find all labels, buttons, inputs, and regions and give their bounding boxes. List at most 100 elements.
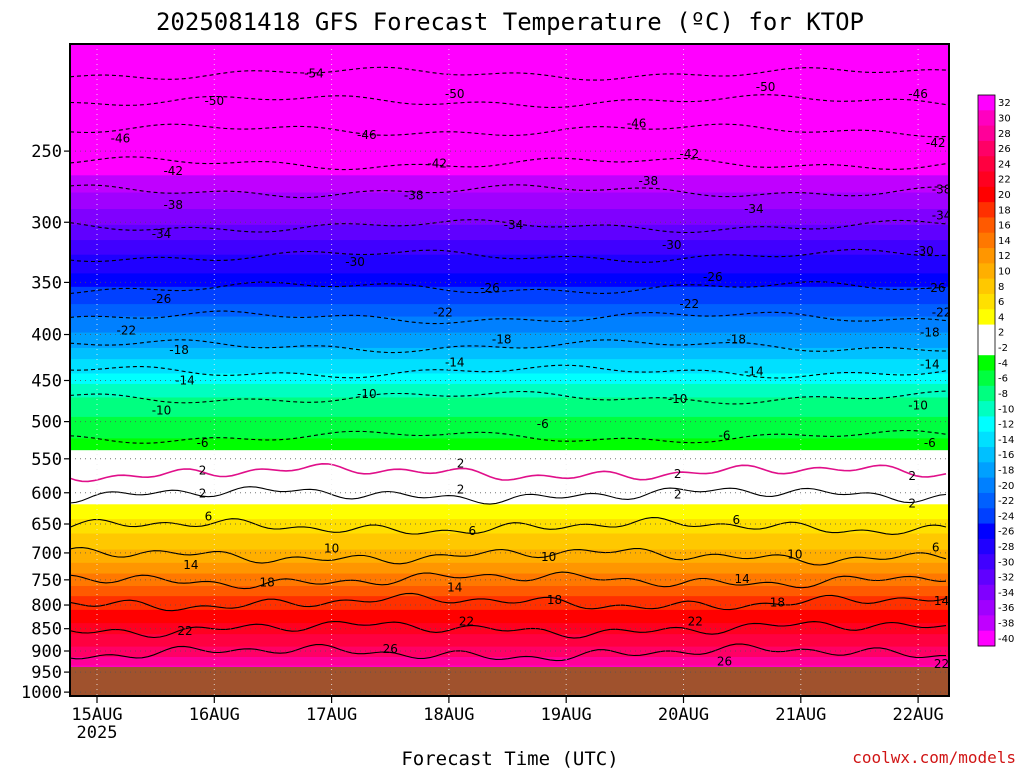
temperature-band	[70, 282, 949, 288]
temperature-band	[70, 83, 949, 92]
contour-label: -42	[680, 147, 700, 161]
temperature-band	[70, 383, 949, 388]
colorbar-tick-label: -14	[998, 435, 1014, 446]
temperature-band	[70, 407, 949, 412]
temperature-band	[70, 373, 949, 378]
contour-label: 2	[199, 486, 207, 500]
temperature-band	[70, 528, 949, 532]
temperature-band	[70, 336, 949, 341]
temperature-band	[70, 538, 949, 542]
temperature-band	[70, 355, 949, 360]
contour-label: 22	[688, 615, 703, 629]
temperature-band	[70, 506, 949, 510]
contour-label: 2	[199, 464, 207, 478]
temperature-band	[70, 157, 949, 164]
contour-label: 10	[787, 548, 802, 562]
temperature-band	[70, 268, 949, 274]
contour-label: -42	[427, 156, 447, 170]
temperature-band	[70, 380, 949, 385]
temperature-band	[70, 567, 949, 570]
temperature-band	[70, 90, 949, 99]
temperature-band	[70, 628, 949, 632]
colorbar-swatch	[978, 171, 995, 188]
contour-label: 6	[732, 513, 740, 527]
contour-label: -22	[117, 324, 137, 338]
temperature-band	[70, 304, 949, 309]
contour-label: -26	[480, 281, 500, 295]
colorbar-tick-label: -24	[998, 511, 1014, 522]
contour-label: -38	[932, 183, 952, 197]
temperature-band	[70, 464, 949, 468]
temperature-band	[70, 163, 949, 170]
temperature-band	[70, 277, 949, 284]
temperature-band	[70, 249, 949, 256]
temperature-band	[70, 665, 949, 668]
temperature-band	[70, 475, 949, 479]
temperature-band	[70, 611, 949, 615]
colorbar-tick-label: 6	[998, 297, 1004, 308]
contour-label: 18	[259, 575, 274, 589]
temperature-band	[70, 394, 949, 399]
y-tick-label: 700	[31, 544, 62, 564]
temperature-band	[70, 308, 949, 314]
grid-lines	[70, 44, 949, 696]
colorbar-tick-label: 26	[998, 144, 1011, 155]
y-tick-label: 500	[31, 413, 62, 433]
contour-label: 22	[177, 624, 192, 638]
contour-label: -26	[152, 292, 172, 306]
temperature-band	[70, 390, 949, 395]
temperature-band	[70, 499, 949, 503]
temperature-band	[70, 486, 949, 490]
temperature-band	[70, 429, 949, 433]
temperature-band	[70, 175, 949, 182]
temperature-band	[70, 511, 949, 515]
colorbar-swatch	[978, 217, 995, 234]
contour-label: 2	[908, 469, 916, 483]
colorbar-swatch	[978, 569, 995, 586]
temperature-band	[70, 662, 949, 665]
temperature-band	[70, 44, 949, 53]
temperature-band	[70, 332, 949, 338]
contour-line	[70, 592, 947, 612]
colorbar-tick-label: 8	[998, 282, 1004, 293]
contour-label: -18	[726, 332, 746, 346]
colorbar-swatch	[978, 140, 995, 157]
temperature-band	[70, 286, 949, 292]
colorbar-swatch	[978, 615, 995, 632]
colorbar-tick-label: -32	[998, 573, 1014, 584]
colorbar-tick-label: -2	[998, 343, 1008, 354]
temperature-band	[70, 467, 949, 471]
colorbar-swatch	[978, 462, 995, 479]
y-axis: 2503003504004505005506006507007508008509…	[21, 142, 70, 703]
colorbar-tick-label: -4	[998, 358, 1008, 369]
temperature-band	[70, 639, 949, 642]
temperature-band	[70, 651, 949, 655]
colorbar-swatch	[978, 232, 995, 249]
y-tick-label: 800	[31, 596, 62, 616]
temperature-band	[70, 259, 949, 265]
temperature-band	[70, 648, 949, 651]
temperature-band	[70, 469, 949, 474]
contour-label: 18	[547, 593, 562, 607]
temperature-band	[70, 426, 949, 430]
temperature-band	[70, 397, 949, 402]
colorbar-tick-label: -38	[998, 619, 1014, 630]
temperature-band	[70, 138, 949, 146]
colorbar-tick-label: 18	[998, 205, 1011, 216]
temperature-band	[70, 617, 949, 620]
contour-label: -6	[719, 428, 731, 442]
contour-label: -46	[627, 117, 647, 131]
colorbar-tick-label: 20	[998, 190, 1011, 201]
chart-title: 2025081418 GFS Forecast Temperature (ºC)…	[156, 8, 864, 36]
contour-label: 14	[735, 572, 750, 586]
temperature-band	[70, 264, 949, 270]
temperature-band	[70, 125, 949, 133]
temperature-band	[70, 542, 949, 546]
temperature-band	[70, 575, 949, 579]
temperature-band	[70, 545, 949, 548]
contour-label: -14	[744, 365, 764, 379]
temperature-band	[70, 344, 949, 349]
contour-label: -30	[662, 238, 682, 252]
colorbar-swatch	[978, 125, 995, 142]
credit-link[interactable]: coolwx.com/models	[852, 748, 1016, 767]
